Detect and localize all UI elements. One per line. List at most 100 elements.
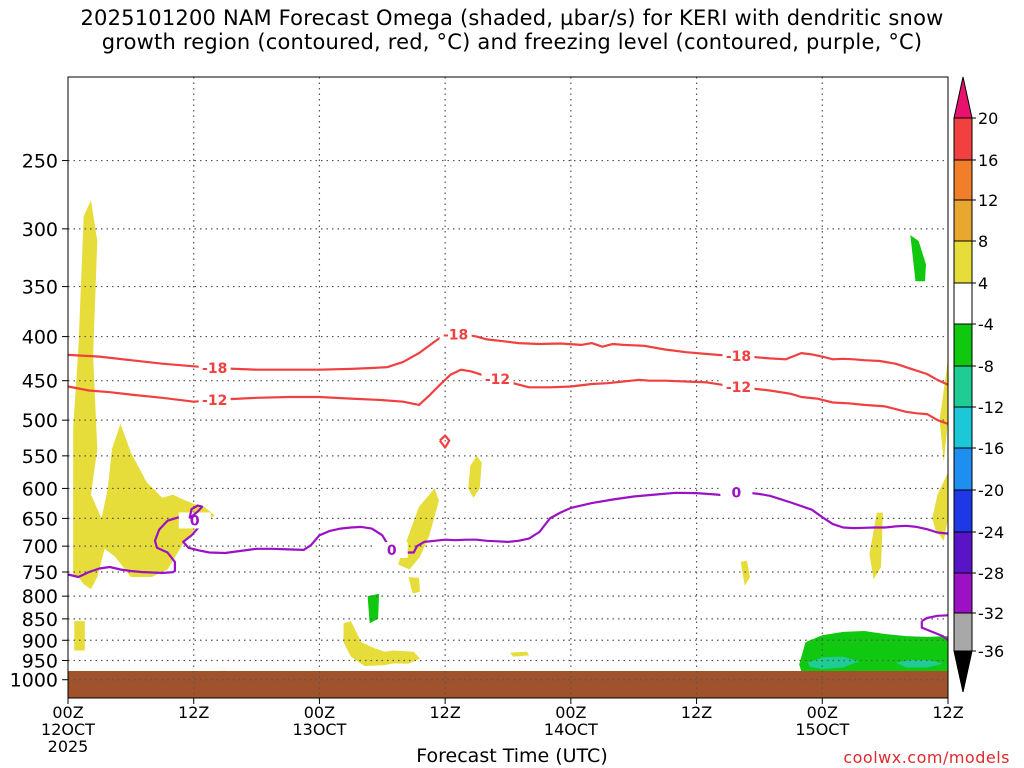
x-axis-label: Forecast Time (UTC) [416,745,608,767]
omega-shaded-region [869,512,883,580]
y-tick-label: 400 [22,327,58,349]
terrain-layer [68,671,948,698]
x-tick-label: 12Z [681,703,712,722]
x-tick-label: 12Z [429,703,460,722]
x-tick-label: 00Z [807,703,838,722]
colorbar-label: 20 [978,109,998,128]
colorbar: 20 16 12 8 4 -4 -8 -12 -16 -20 -24 -28 -32 -36 [953,76,1004,693]
y-tick-label: 650 [22,508,58,530]
y-tick-label: 300 [22,219,58,241]
contour-label-bg [198,392,231,409]
axis-layer: 2503003504004505005506006507007508008509… [10,76,964,756]
x-tick-label: 00Z [555,703,586,722]
omega-shaded-region [807,656,859,670]
y-tick-label: 500 [22,410,58,432]
colorbar-label: -24 [978,523,1004,542]
colorbar-label: -8 [978,357,994,376]
omega-shaded-region [895,659,943,668]
colorbar-bin [953,282,973,325]
colorbar-label: -16 [978,439,1004,458]
contour-label: -12 [485,372,510,388]
colorbar-bottom-triangle [953,650,973,693]
colorbar-bin [953,572,973,614]
x-tick-label: 12Z [178,703,209,722]
omega-shaded-region [468,455,482,498]
colorbar-label: -32 [978,604,1004,623]
colorbar-label: -4 [978,315,994,334]
colorbar-label: 16 [978,151,998,170]
colorbar-bin [953,489,973,533]
contour-label-bg [375,541,408,558]
colorbar-bin [953,323,973,367]
dendritic-growth-contour [67,368,949,425]
contour-label-bg [722,378,755,395]
contour-label-bg [178,512,211,529]
contour-label-bg [198,359,231,376]
colorbar-bin [953,612,973,652]
colorbar-label: 12 [978,191,998,210]
y-tick-label: 950 [22,651,58,673]
omega-shaded-region [74,621,85,651]
x-tick-label: 14OCT [544,720,598,739]
colorbar-label: -36 [978,642,1004,661]
colorbar-label: -12 [978,398,1004,417]
y-tick-label: 600 [22,478,58,500]
dendritic-growth-contour [67,333,949,386]
omega-shaded-region [510,651,529,657]
chart-title-line1: 2025101200 NAM Forecast Omega (shaded, µ… [80,6,944,30]
omega-shaded-region [373,650,420,664]
freezing-level-contour [67,490,949,579]
colorbar-bin [953,406,973,449]
freezing-level-contour [921,614,949,623]
chart-title: 2025101200 NAM Forecast Omega (shaded, µ… [0,6,1024,54]
omega-shaded-region [932,472,948,541]
x-tick-label: 12OCT [41,720,95,739]
colorbar-bin [953,447,973,491]
x-tick-label: 00Z [52,703,83,722]
colorbar-top-triangle [953,76,973,119]
contour-label: 0 [190,513,200,529]
y-tick-label: 450 [22,371,58,393]
omega-shaded-region [740,560,750,586]
contour-label-bg [722,348,755,365]
omega-shaded-region [73,200,215,590]
y-tick-label: 700 [22,536,58,558]
omega-shading-layer [73,200,948,675]
colorbar-bin [953,117,973,161]
x-tick-label: 2025 [48,737,89,756]
colorbar-bin [953,531,973,574]
x-tick-label: 15OCT [795,720,849,739]
contour-label: -18 [443,327,468,343]
colorbar-label: -20 [978,481,1004,500]
y-tick-label: 800 [22,586,58,608]
contour-label: 0 [732,485,742,501]
y-tick-label: 1000 [10,670,58,692]
omega-shaded-region [910,235,926,282]
x-tick-label: 00Z [304,703,335,722]
contour-label: -12 [202,393,227,409]
y-tick-label: 750 [22,562,58,584]
grid-layer [68,77,948,698]
colorbar-bin [953,199,973,242]
colorbar-bin [953,240,973,284]
contour-layer: -18 -18 -18 -12 -12 -12 0 0 0 [67,326,949,642]
colorbar-label: 8 [978,232,988,251]
y-tick-label: 550 [22,446,58,468]
colorbar-bin [953,365,973,408]
terrain-fill [68,671,948,698]
omega-shaded-region [408,577,420,594]
dendritic-growth-contour [439,434,451,449]
y-tick-label: 850 [22,609,58,631]
omega-shaded-region [398,488,439,570]
x-tick-label: 13OCT [292,720,346,739]
y-tick-label: 350 [22,277,58,299]
contour-label-bg [481,371,514,388]
credit-text: coolwx.com/models [843,748,1010,767]
contour-label: -18 [202,361,227,377]
chart-title-line2: growth region (contoured, red, °C) and f… [101,30,923,54]
colorbar-label: 4 [978,274,988,293]
freezing-level-contour [920,621,949,642]
contour-label: 0 [387,543,397,559]
contour-label-bg [720,484,753,501]
